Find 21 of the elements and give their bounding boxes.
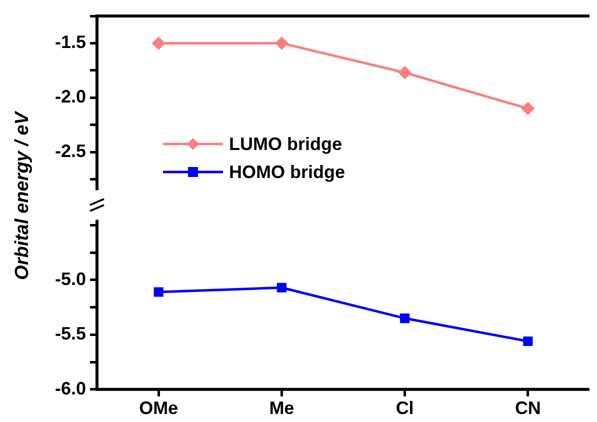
x-tick-label: OMe — [139, 398, 178, 418]
legend-label: HOMO bridge — [229, 162, 345, 182]
x-tick-label: Me — [269, 398, 294, 418]
point — [400, 313, 410, 324]
point — [152, 36, 165, 50]
y-tick-label: -2.0 — [54, 86, 86, 107]
y-axis-title: Orbital energy / eV — [12, 110, 34, 282]
y-tick-label: -2.5 — [54, 141, 86, 162]
point — [523, 336, 533, 346]
point — [276, 282, 286, 292]
y-tick-label: -5.5 — [54, 324, 86, 344]
point — [398, 66, 412, 79]
point — [154, 287, 164, 297]
y-tick-label: -6.0 — [54, 378, 86, 398]
y-tick-label: -5.0 — [54, 268, 86, 289]
point — [275, 36, 288, 50]
legend-label: LUMO bridge — [229, 134, 342, 154]
y-tick-label: -1.5 — [54, 32, 86, 52]
x-tick-label: CN — [514, 398, 541, 418]
x-tick-label: Cl — [396, 398, 414, 418]
point — [522, 102, 534, 115]
